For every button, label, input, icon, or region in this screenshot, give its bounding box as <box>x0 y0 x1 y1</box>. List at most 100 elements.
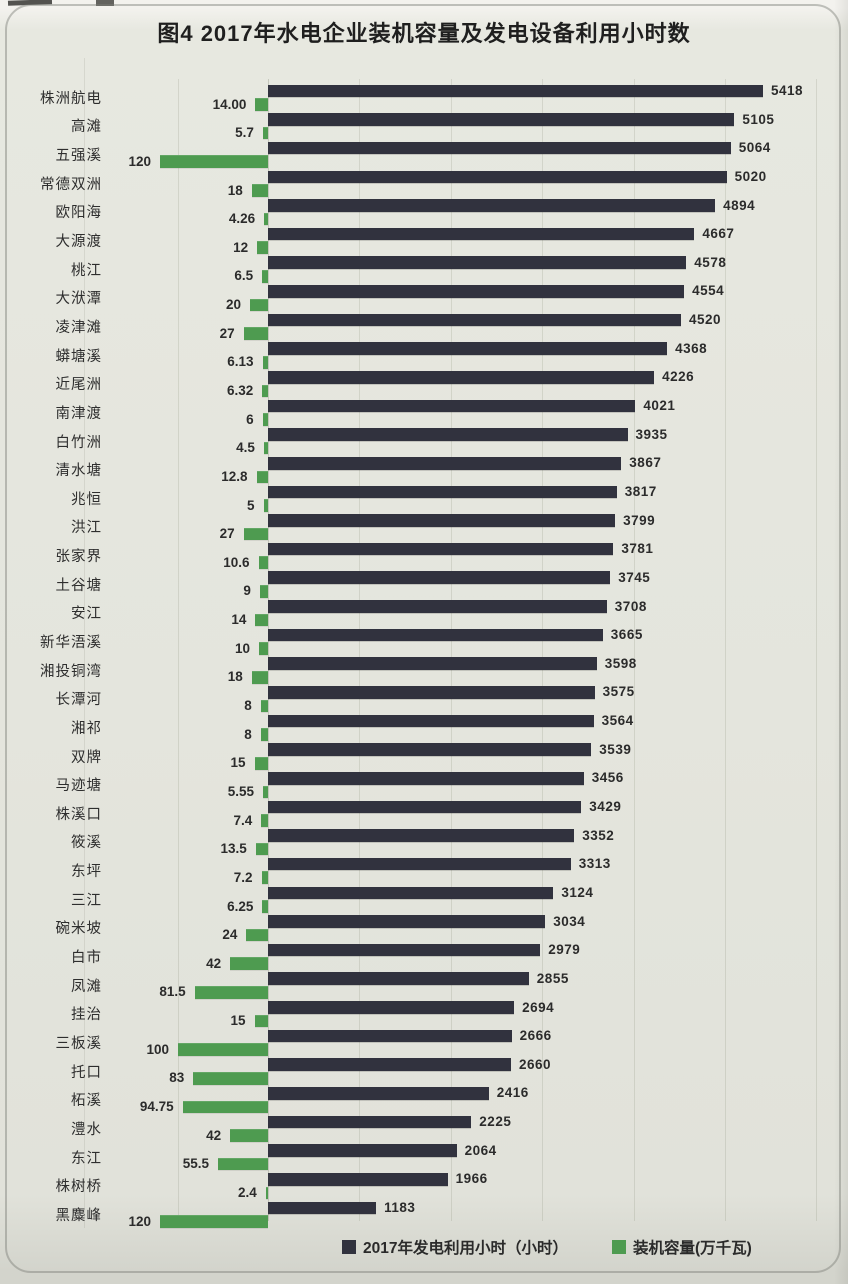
hours-value: 3745 <box>618 569 651 585</box>
chart-row: 欧阳海 4894 4.26 <box>0 198 848 227</box>
company-label: 湘祁 <box>71 720 102 737</box>
capacity-value: 7.2 <box>233 869 253 885</box>
company-label: 近尾洲 <box>55 377 102 394</box>
capacity-value: 9 <box>243 583 251 599</box>
capacity-value: 12 <box>233 239 249 255</box>
hours-value: 3575 <box>602 684 635 700</box>
capacity-value: 27 <box>219 325 235 341</box>
capacity-bar <box>230 957 268 970</box>
capacity-value: 5 <box>246 497 255 513</box>
hours-value: 3935 <box>635 426 668 442</box>
chart-row: 东坪 3313 7.2 <box>0 856 848 885</box>
chart-row: 柘溪 2416 94.75 <box>0 1085 848 1114</box>
hours-bar <box>268 285 685 298</box>
chart-row: 安江 3708 14 <box>0 599 848 628</box>
company-label: 新华浯溪 <box>40 634 102 651</box>
capacity-value: 13.5 <box>220 841 247 857</box>
capacity-bar <box>254 1014 268 1028</box>
legend-item-hours: 2017年发电利用小时（小时） <box>342 1236 568 1258</box>
capacity-bar <box>264 212 268 226</box>
hours-value: 3708 <box>614 598 647 614</box>
capacity-value: 120 <box>128 153 151 169</box>
chart-row: 清水塘 3867 12.8 <box>0 455 848 484</box>
chart-row: 三江 3124 6.25 <box>0 885 848 914</box>
hours-value: 4578 <box>694 254 727 270</box>
hours-value: 2979 <box>548 942 581 958</box>
chart-row: 双牌 3539 15 <box>0 742 848 771</box>
gridline <box>450 79 452 1221</box>
capacity-value: 83 <box>169 1070 185 1086</box>
hours-bar <box>268 943 541 957</box>
capacity-bar <box>263 441 268 455</box>
hours-bar <box>268 542 614 556</box>
capacity-value: 20 <box>225 297 241 313</box>
chart-row: 高滩 5105 5.7 <box>0 112 848 141</box>
chart-title: 图4 2017年水电企业装机容量及发电设备利用小时数 <box>157 21 691 46</box>
company-label: 大洑潭 <box>55 291 102 308</box>
capacity-bar <box>261 871 268 885</box>
capacity-value: 2.4 <box>238 1184 257 1200</box>
chart-row: 挂治 2694 15 <box>0 1000 848 1029</box>
capacity-bar <box>262 900 268 913</box>
hours-bar <box>268 829 575 842</box>
capacity-value: 4.5 <box>236 440 255 456</box>
capacity-bar <box>261 814 268 827</box>
gridline <box>725 79 726 1221</box>
hours-bar <box>268 657 597 670</box>
hours-value: 5020 <box>734 168 767 184</box>
capacity-bar <box>194 986 268 999</box>
hours-value: 3034 <box>553 913 586 929</box>
chart-row: 桃江 4578 6.5 <box>0 255 848 284</box>
company-label: 澧水 <box>71 1121 102 1138</box>
capacity-value: 7.4 <box>233 812 253 828</box>
hours-value: 2064 <box>464 1142 497 1158</box>
capacity-value: 6.25 <box>227 898 254 914</box>
company-label: 凌津滩 <box>55 319 102 336</box>
chart-row: 土谷塘 3745 9 <box>0 570 848 599</box>
capacity-value: 27 <box>219 526 235 542</box>
capacity-bar <box>193 1071 268 1085</box>
hours-bar <box>268 113 735 126</box>
company-label: 土谷塘 <box>55 577 102 594</box>
legend-item-capacity: 装机容量(万千瓦) <box>611 1236 752 1258</box>
hours-bar <box>268 342 668 355</box>
hours-value: 4226 <box>662 369 695 385</box>
hours-value: 3456 <box>591 770 624 786</box>
hours-bar <box>268 256 687 270</box>
company-label: 马迹塘 <box>55 778 102 795</box>
hours-bar <box>268 428 628 441</box>
hours-bar <box>268 170 727 184</box>
company-label: 大源渡 <box>55 234 102 251</box>
hours-bar <box>268 485 617 499</box>
capacity-bar <box>259 585 268 598</box>
company-label: 南津渡 <box>55 405 102 422</box>
company-label: 双牌 <box>71 749 102 766</box>
chart-row: 东江 2064 55.5 <box>0 1143 848 1172</box>
capacity-value: 10 <box>234 640 250 656</box>
chart-row: 洪江 3799 27 <box>0 513 848 542</box>
gridline <box>178 79 179 1221</box>
hours-value: 2694 <box>522 999 555 1015</box>
hours-bar <box>268 199 716 212</box>
chart-row: 湘投铜湾 3598 18 <box>0 656 848 685</box>
legend-capacity-label: 装机容量(万千瓦) <box>632 1240 752 1257</box>
chart-row: 兆恒 3817 5 <box>0 484 848 513</box>
capacity-bar <box>262 126 268 140</box>
hours-bar <box>268 371 655 384</box>
chart-row: 凤滩 2855 81.5 <box>0 971 848 1000</box>
company-label: 东江 <box>71 1150 102 1167</box>
capacity-value: 120 <box>128 1213 151 1229</box>
capacity-bar <box>251 671 268 684</box>
capacity-value: 12.8 <box>221 468 248 484</box>
company-label: 托口 <box>71 1064 102 1081</box>
chart-row: 澧水 2225 42 <box>0 1114 848 1143</box>
capacity-bar <box>218 1157 268 1171</box>
capacity-value: 94.75 <box>139 1099 174 1115</box>
hours-bar <box>268 972 529 986</box>
chart-row: 长潭河 3575 8 <box>0 684 848 713</box>
hours-value: 3867 <box>629 455 662 471</box>
company-label: 桃江 <box>71 262 102 279</box>
company-label: 高滩 <box>71 119 102 136</box>
chart-row: 近尾洲 4226 6.32 <box>0 369 848 398</box>
hours-value: 1183 <box>384 1199 416 1215</box>
